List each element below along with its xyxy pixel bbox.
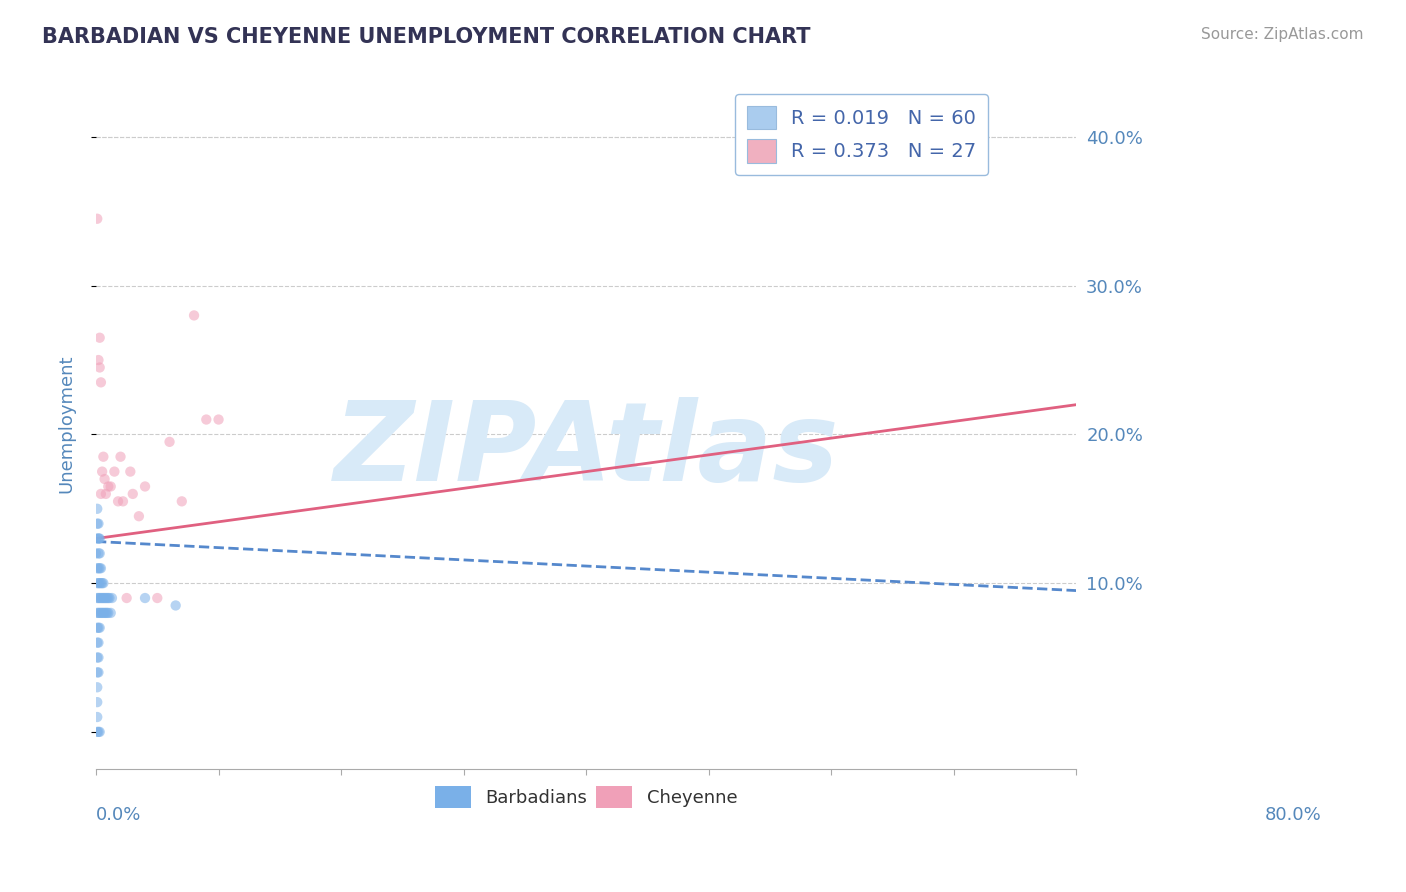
Point bbox=[100, 606, 122, 620]
Point bbox=[93, 591, 115, 605]
Point bbox=[100, 479, 122, 493]
Point bbox=[87, 650, 110, 665]
Point bbox=[97, 591, 120, 605]
Point bbox=[91, 576, 114, 591]
Point bbox=[207, 412, 229, 426]
Point bbox=[94, 487, 117, 501]
Point bbox=[107, 494, 129, 508]
Point bbox=[87, 606, 110, 620]
Point bbox=[87, 635, 110, 649]
Point bbox=[86, 695, 108, 709]
Point bbox=[170, 494, 193, 508]
Point bbox=[159, 434, 181, 449]
Point bbox=[89, 360, 111, 375]
Text: Source: ZipAtlas.com: Source: ZipAtlas.com bbox=[1201, 27, 1364, 42]
Point bbox=[86, 576, 108, 591]
Point bbox=[120, 465, 142, 479]
Point bbox=[98, 591, 121, 605]
Point bbox=[91, 465, 114, 479]
Point bbox=[89, 576, 111, 591]
Point bbox=[86, 710, 108, 724]
Point bbox=[86, 606, 108, 620]
Point bbox=[89, 532, 111, 546]
Point bbox=[90, 591, 112, 605]
Point bbox=[87, 353, 110, 368]
Point bbox=[115, 591, 138, 605]
Point bbox=[93, 591, 115, 605]
Point bbox=[128, 509, 150, 524]
Text: 80.0%: 80.0% bbox=[1265, 805, 1322, 823]
Point bbox=[90, 561, 112, 575]
Point bbox=[91, 591, 114, 605]
Point bbox=[86, 516, 108, 531]
Point bbox=[87, 621, 110, 635]
Point bbox=[86, 211, 108, 226]
Point bbox=[89, 591, 111, 605]
Point bbox=[195, 412, 218, 426]
Point bbox=[103, 465, 125, 479]
Point bbox=[86, 635, 108, 649]
Point bbox=[87, 532, 110, 546]
Point bbox=[146, 591, 169, 605]
Point bbox=[97, 479, 120, 493]
Point bbox=[87, 725, 110, 739]
Point bbox=[111, 494, 134, 508]
Legend: Barbadians, Cheyenne: Barbadians, Cheyenne bbox=[427, 779, 745, 815]
Point bbox=[86, 621, 108, 635]
Point bbox=[94, 591, 117, 605]
Point bbox=[134, 479, 156, 493]
Point bbox=[121, 487, 143, 501]
Point bbox=[87, 591, 110, 605]
Point bbox=[134, 591, 156, 605]
Point bbox=[96, 606, 118, 620]
Text: 0.0%: 0.0% bbox=[96, 805, 142, 823]
Point bbox=[89, 725, 111, 739]
Point bbox=[93, 472, 115, 486]
Point bbox=[87, 546, 110, 560]
Point bbox=[165, 599, 187, 613]
Text: BARBADIAN VS CHEYENNE UNEMPLOYMENT CORRELATION CHART: BARBADIAN VS CHEYENNE UNEMPLOYMENT CORRE… bbox=[42, 27, 811, 46]
Point bbox=[110, 450, 132, 464]
Point bbox=[90, 576, 112, 591]
Point bbox=[90, 487, 112, 501]
Point bbox=[86, 501, 108, 516]
Point bbox=[87, 516, 110, 531]
Point bbox=[90, 606, 112, 620]
Point bbox=[84, 546, 107, 560]
Text: ZIPAtlas: ZIPAtlas bbox=[333, 398, 839, 504]
Point bbox=[87, 532, 110, 546]
Point bbox=[84, 532, 107, 546]
Point bbox=[87, 665, 110, 680]
Point bbox=[86, 650, 108, 665]
Point bbox=[93, 450, 115, 464]
Y-axis label: Unemployment: Unemployment bbox=[58, 354, 75, 492]
Point bbox=[93, 606, 115, 620]
Point bbox=[87, 561, 110, 575]
Point bbox=[183, 309, 205, 323]
Point bbox=[86, 665, 108, 680]
Point bbox=[86, 591, 108, 605]
Point bbox=[93, 576, 115, 591]
Point bbox=[87, 576, 110, 591]
Point bbox=[94, 606, 117, 620]
Point bbox=[89, 331, 111, 345]
Point bbox=[86, 680, 108, 694]
Point bbox=[86, 561, 108, 575]
Point bbox=[96, 591, 118, 605]
Point bbox=[89, 561, 111, 575]
Point bbox=[101, 591, 124, 605]
Point bbox=[89, 621, 111, 635]
Point bbox=[90, 376, 112, 390]
Point bbox=[89, 606, 111, 620]
Point bbox=[93, 606, 115, 620]
Point bbox=[97, 606, 120, 620]
Point bbox=[89, 546, 111, 560]
Point bbox=[86, 725, 108, 739]
Point bbox=[91, 606, 114, 620]
